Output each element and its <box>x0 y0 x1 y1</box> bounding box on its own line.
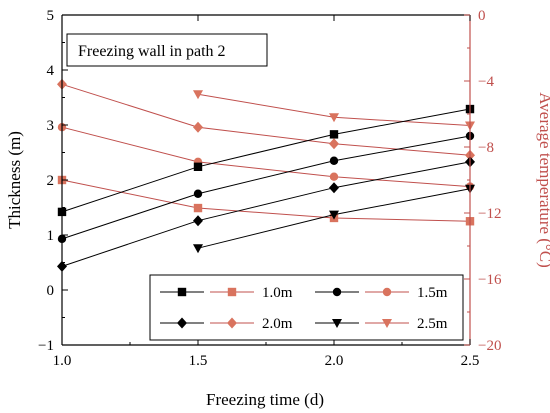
temperature-point-2.0m-1 <box>193 121 203 133</box>
thickness-point-2.0m-2 <box>329 182 339 194</box>
y-left-tick-label-3: 2 <box>47 173 55 189</box>
temperature-point-2.0m-2 <box>329 138 339 150</box>
legend-marker-temperature-2.0m <box>227 317 237 329</box>
x-tick-label-2: 2.0 <box>325 353 344 369</box>
y-right-tick-label-3: −8 <box>478 140 494 156</box>
axes-layer: 1.0 1.5 2.0 2.5 −1 0 1 2 3 4 5 −20 −16 −12 −8 −4 0 <box>38 8 502 369</box>
temperature-line-1.0m <box>61 179 471 222</box>
legend-marker-thickness-1.5m <box>332 287 342 297</box>
temperature-point-2.5m-1 <box>329 113 339 123</box>
thickness-line-2.0m <box>61 161 471 267</box>
thickness-point-1.0m-1 <box>193 162 203 171</box>
temperature-line-1.5m <box>61 126 471 188</box>
legend-marker-thickness-2.0m <box>177 317 187 329</box>
legend-box <box>149 274 464 341</box>
y-left-tick-label-5: 4 <box>47 63 55 79</box>
legend-marker-temperature-1.0m <box>227 287 237 297</box>
y-right-tick-label-1: −16 <box>478 272 502 288</box>
temperature-point-1.0m-1 <box>193 203 203 213</box>
y-axis-title-left: Thickness (m) <box>5 131 24 229</box>
legend-label-1.5m: 1.5m <box>417 285 448 301</box>
temperature-point-2.5m-0 <box>193 90 203 100</box>
temperature-point-1.5m-2 <box>329 172 339 181</box>
legend-marker-thickness-2.5m <box>332 319 342 328</box>
thickness-point-1.5m-2 <box>329 156 339 165</box>
x-tick-label-1: 1.5 <box>189 353 208 369</box>
legend-marker-temperature-1.5m <box>382 287 392 297</box>
legend-label-2.5m: 2.5m <box>417 316 448 332</box>
y-right-tick-label-2: −12 <box>478 206 501 222</box>
thickness-line-1.0m <box>61 108 471 213</box>
thickness-point-2.0m-1 <box>193 215 203 227</box>
legend-marker-temperature-2.5m <box>382 319 392 328</box>
legend: 1.0m 1.5m 2.0m 2.5m <box>149 274 464 341</box>
thickness-point-2.5m-1 <box>329 210 339 220</box>
y-left-tick-label-4: 3 <box>47 118 55 134</box>
legend-label-2.0m: 2.0m <box>262 316 293 332</box>
thickness-point-2.5m-0 <box>193 244 203 254</box>
y-left-tick-label-2: 1 <box>47 228 55 244</box>
y-right-tick-label-4: −4 <box>478 74 494 90</box>
legend-marker-thickness-1.0m <box>177 287 187 297</box>
thickness-point-1.0m-2 <box>329 130 339 139</box>
x-tick-label-0: 1.0 <box>53 353 72 369</box>
x-axis-title: Freezing time (d) <box>206 390 324 409</box>
y-left-tick-label-6: 5 <box>47 8 55 24</box>
plot-layer <box>57 78 475 272</box>
legend-label-1.0m: 1.0m <box>262 285 293 301</box>
annotation-layer: Freezing wall in path 2 <box>66 33 268 67</box>
annotation-text: Freezing wall in path 2 <box>78 43 226 60</box>
y-axis-title-right: Average temperature (°C) <box>536 92 550 267</box>
thickness-line-1.5m <box>61 135 471 240</box>
y-right-tick-label-0: −20 <box>478 338 501 354</box>
annotation-box <box>66 33 268 67</box>
y-left-tick-label-0: −1 <box>38 338 54 354</box>
y-right-tick-label-5: 0 <box>478 8 486 24</box>
thickness-point-1.5m-1 <box>193 189 203 198</box>
temperature-line-2.0m <box>61 83 471 156</box>
x-tick-label-3: 2.5 <box>461 353 480 369</box>
y-left-tick-label-1: 0 <box>47 283 55 299</box>
